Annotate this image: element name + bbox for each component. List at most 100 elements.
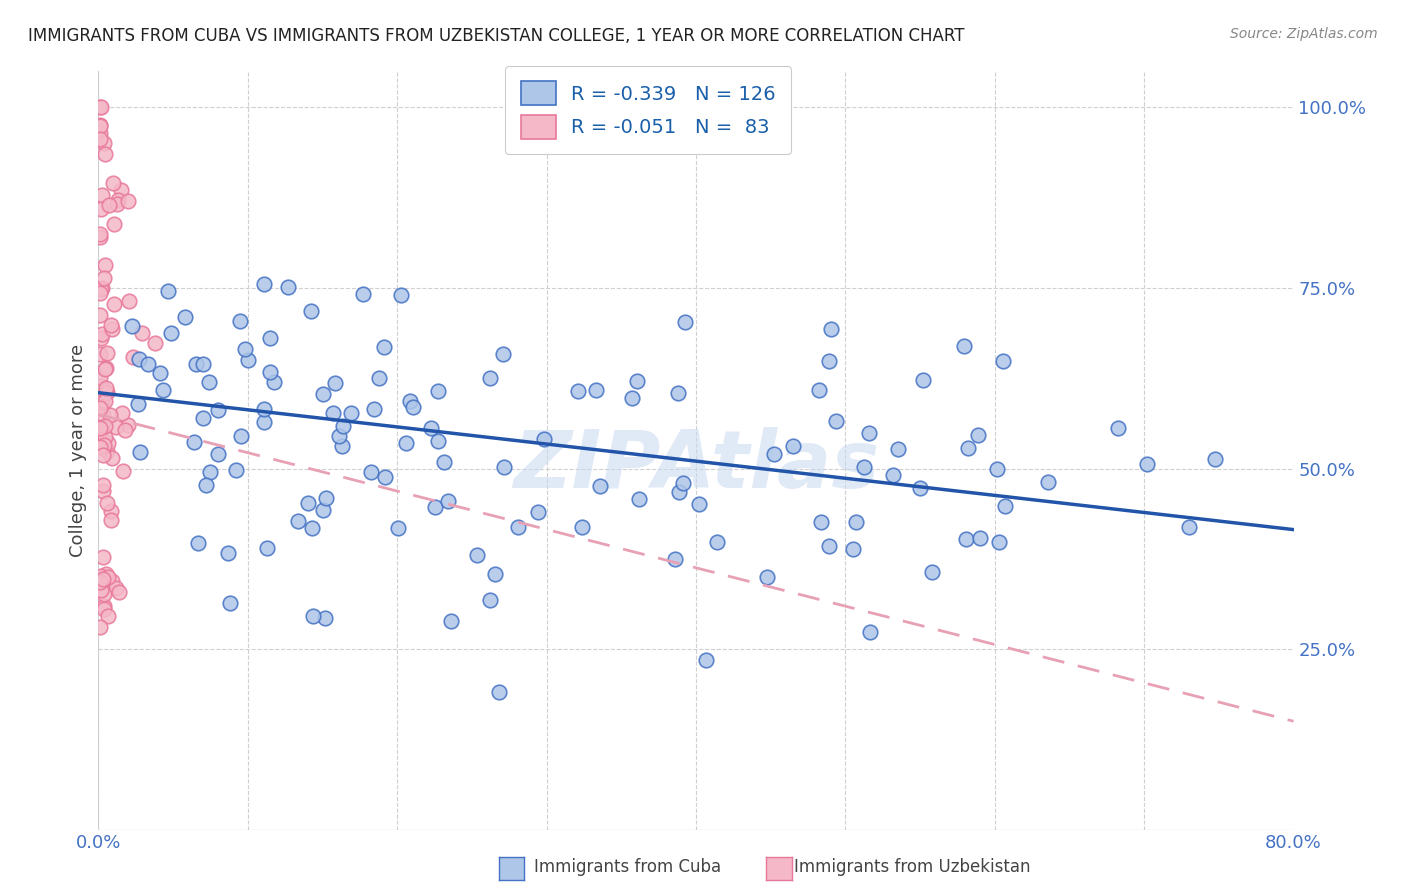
Point [111, 406, 134, 420]
Point [887, 442, 910, 456]
Point [207, 403, 229, 417]
Point [100, 513, 122, 527]
Point [368, 371, 391, 385]
Point [763, 447, 786, 461]
Point [323, 376, 346, 390]
Text: Immigrants from Uzbekistan: Immigrants from Uzbekistan [794, 858, 1031, 876]
Point [93, 136, 115, 150]
Point [97, 608, 120, 623]
Point [706, 535, 728, 549]
Point [104, 419, 127, 434]
Point [160, 326, 183, 341]
Point [315, 491, 337, 506]
Point [90, 100, 112, 114]
Point [174, 310, 197, 324]
Point [921, 565, 943, 579]
Point [956, 441, 979, 455]
Point [89, 421, 111, 435]
Text: Source: ZipAtlas.com: Source: ZipAtlas.com [1230, 27, 1378, 41]
Point [253, 402, 276, 417]
Point [229, 314, 252, 328]
Point [90, 582, 112, 597]
Point [184, 357, 207, 371]
Point [488, 685, 510, 699]
Text: ZIPAtlas: ZIPAtlas [513, 426, 879, 505]
Point [93, 270, 115, 285]
Point [89, 126, 111, 140]
Point [363, 402, 385, 417]
Point [672, 475, 695, 490]
Point [89, 425, 111, 440]
Point [91, 326, 114, 341]
Point [467, 548, 489, 562]
Point [100, 574, 122, 588]
Point [191, 411, 214, 425]
Point [89, 370, 111, 384]
Point [955, 533, 977, 547]
Point [91, 573, 114, 587]
Point [117, 418, 139, 433]
Point [225, 463, 247, 477]
Point [423, 500, 446, 514]
Point [101, 322, 124, 336]
Point [136, 357, 159, 371]
Point [94, 393, 117, 408]
Point [352, 287, 374, 301]
Point [585, 383, 607, 397]
Point [969, 531, 991, 545]
Point [89, 118, 111, 132]
Point [479, 592, 502, 607]
Point [90, 202, 112, 216]
Point [233, 343, 256, 357]
Point [114, 423, 136, 437]
Point [89, 347, 111, 361]
Point [533, 432, 555, 446]
Point [688, 497, 710, 511]
Point [110, 183, 132, 197]
Point [183, 435, 205, 450]
Point [152, 383, 174, 397]
Point [89, 132, 111, 146]
Point [93, 438, 115, 452]
Point [1135, 457, 1157, 471]
Point [94, 418, 117, 433]
Point [93, 599, 115, 613]
Point [100, 504, 122, 518]
Point [256, 541, 278, 555]
Point [91, 550, 114, 565]
Point [89, 308, 111, 322]
Point [157, 284, 180, 298]
Point [103, 217, 125, 231]
Point [1107, 421, 1129, 435]
Point [105, 197, 128, 211]
Point [108, 585, 131, 599]
Point [668, 485, 690, 500]
Point [845, 516, 868, 530]
Text: Immigrants from Cuba: Immigrants from Cuba [534, 858, 721, 876]
Point [395, 436, 418, 450]
Point [817, 354, 839, 368]
Point [339, 406, 361, 420]
Point [98, 198, 121, 212]
Point [373, 340, 395, 354]
Point [127, 397, 149, 411]
Point [908, 481, 931, 495]
Point [628, 492, 651, 507]
Point [387, 521, 409, 535]
Point [825, 414, 848, 428]
Point [991, 353, 1014, 368]
Point [98, 408, 121, 422]
Point [128, 445, 150, 459]
Point [90, 331, 112, 345]
Point [93, 258, 115, 272]
Point [301, 608, 323, 623]
Point [91, 407, 114, 421]
Point [882, 467, 904, 482]
Point [782, 439, 804, 453]
Y-axis label: College, 1 year or more: College, 1 year or more [69, 344, 87, 557]
Point [96, 496, 118, 510]
Point [1204, 452, 1226, 467]
Point [484, 566, 506, 581]
Point [567, 384, 589, 398]
Point [842, 541, 865, 556]
